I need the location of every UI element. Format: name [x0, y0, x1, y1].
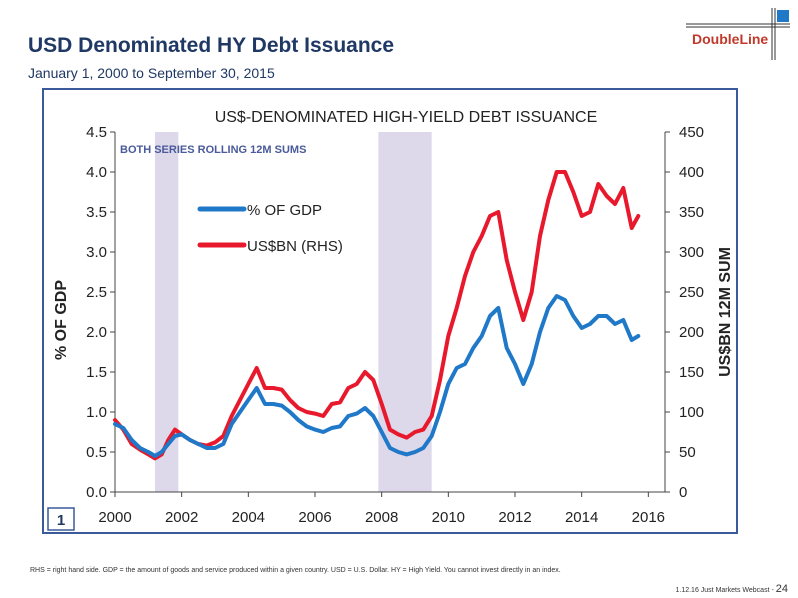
- x-tick-label: 2006: [298, 509, 331, 526]
- y-tick-label-left: 1.5: [86, 364, 107, 381]
- x-tick-label: 2000: [98, 509, 131, 526]
- y-tick-label-right: 0: [679, 484, 687, 501]
- page-number: 24: [775, 583, 788, 595]
- y-tick-label-left: 0.0: [86, 484, 107, 501]
- y-tick-label-left: 4.0: [86, 164, 107, 181]
- legend-label: % OF GDP: [247, 202, 322, 219]
- slide-title: USD Denominated HY Debt Issuance: [28, 34, 395, 57]
- y-tick-label-left: 4.5: [86, 124, 107, 141]
- series-line: [113, 170, 641, 461]
- recession-band: [378, 132, 432, 492]
- y-tick-label-left: 1.0: [86, 404, 107, 421]
- chart: US$-DENOMINATED HIGH-YIELD DEBT ISSUANCE…: [47, 109, 734, 531]
- chart-badge: 1: [57, 512, 65, 529]
- axes: 0.0 0.5 1.0 1.5 2.0 2.5 3.0 3.5 4.0 4.5 0 50 100 150 2…: [86, 124, 704, 526]
- y-tick-label-right: 150: [679, 364, 704, 381]
- chart-annotation: BOTH SERIES ROLLING 12M SUMS: [120, 144, 306, 156]
- y-tick-label-right: 450: [679, 124, 704, 141]
- logo-text: DoubleLine: [692, 31, 769, 47]
- y-tick-label-right: 350: [679, 204, 704, 221]
- y-axis-label-left: % OF GDP: [53, 280, 70, 360]
- series-lines: [113, 170, 641, 461]
- y-tick-label-right: 200: [679, 324, 704, 341]
- footer-label: 1.12.16 Just Markets Webcast -: [675, 587, 774, 594]
- y-tick-label-left: 3.5: [86, 204, 107, 221]
- y-tick-label-right: 400: [679, 164, 704, 181]
- page-footer: 1.12.16 Just Markets Webcast - 24: [675, 583, 788, 595]
- recession-bands: [155, 132, 432, 492]
- y-tick-label-left: 2.0: [86, 324, 107, 341]
- x-tick-label: 2004: [232, 509, 265, 526]
- chart-title: US$-DENOMINATED HIGH-YIELD DEBT ISSUANCE: [215, 109, 598, 126]
- chart-badge-box: [47, 507, 75, 531]
- y-tick-label-right: 100: [679, 404, 704, 421]
- series-line: [113, 294, 641, 458]
- x-tick-label: 2016: [632, 509, 665, 526]
- slide-subtitle: January 1, 2000 to September 30, 2015: [28, 65, 275, 81]
- recession-band: [155, 132, 179, 492]
- y-tick-label-left: 3.0: [86, 244, 107, 261]
- x-tick-label: 2010: [432, 509, 465, 526]
- x-tick-label: 2012: [498, 509, 531, 526]
- y-tick-label-right: 300: [679, 244, 704, 261]
- x-tick-label: 2002: [165, 509, 198, 526]
- x-tick-label: 2014: [565, 509, 598, 526]
- doubleline-logo: [686, 8, 790, 60]
- x-tick-label: 2008: [365, 509, 398, 526]
- y-tick-label-left: 2.5: [86, 284, 107, 301]
- legend: % OF GDP US$BN (RHS): [197, 202, 343, 255]
- y-axis-label-right: US$BN 12M SUM: [717, 247, 734, 377]
- y-tick-label-right: 50: [679, 444, 696, 461]
- footnote: RHS = right hand side. GDP = the amount …: [30, 567, 561, 574]
- y-tick-label-left: 0.5: [86, 444, 107, 461]
- y-tick-label-right: 250: [679, 284, 704, 301]
- legend-label: US$BN (RHS): [247, 238, 343, 255]
